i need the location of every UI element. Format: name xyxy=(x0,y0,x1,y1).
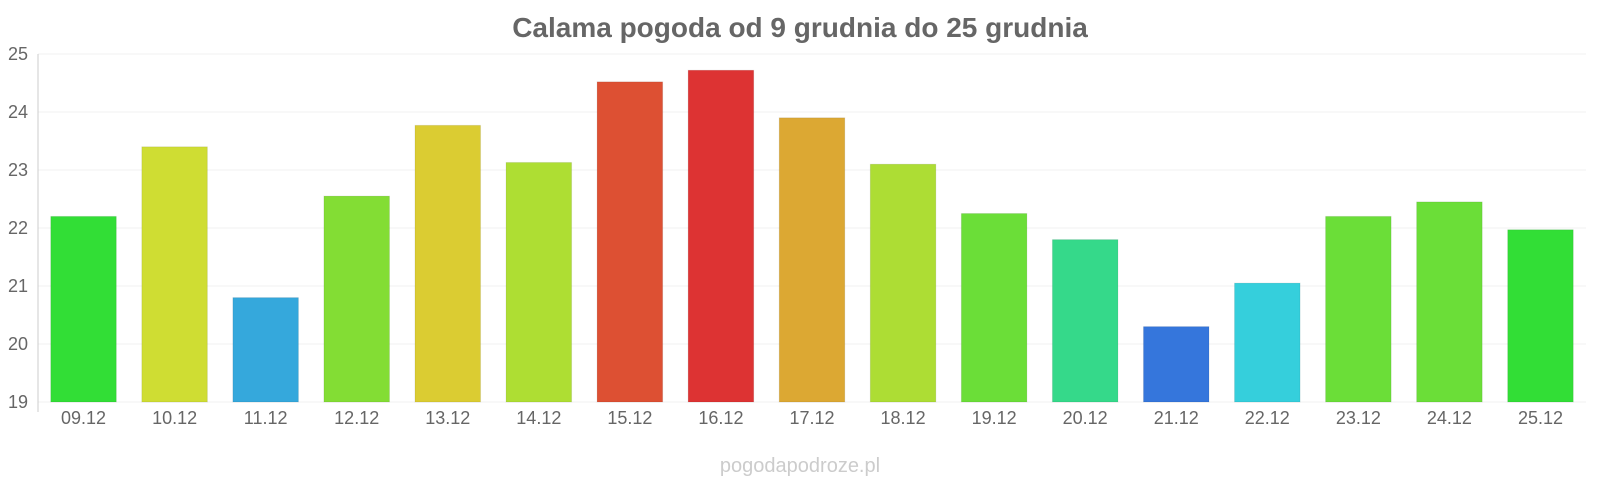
bars xyxy=(50,69,1574,403)
x-tick-label: 20.12 xyxy=(1063,408,1108,428)
x-tick-label: 15.12 xyxy=(607,408,652,428)
x-tick-label: 12.12 xyxy=(334,408,379,428)
x-tick-label: 14.12 xyxy=(516,408,561,428)
bar-11.12[interactable] xyxy=(232,297,299,403)
x-tick-label: 17.12 xyxy=(789,408,834,428)
x-tick-label: 13.12 xyxy=(425,408,470,428)
y-tick-label: 21 xyxy=(8,276,28,296)
bar-22.12[interactable] xyxy=(1234,282,1301,403)
bar-18.12[interactable] xyxy=(869,163,937,403)
x-tick-label: 25.12 xyxy=(1518,408,1563,428)
x-tick-label: 24.12 xyxy=(1427,408,1472,428)
watermark-text: pogodapodroze.pl xyxy=(720,455,880,477)
bar-13.12[interactable] xyxy=(414,124,482,403)
x-tick-label: 22.12 xyxy=(1245,408,1290,428)
y-tick-label: 24 xyxy=(8,102,28,122)
x-tick-label: 16.12 xyxy=(698,408,743,428)
x-tick-label: 09.12 xyxy=(61,408,106,428)
x-tick-label: 11.12 xyxy=(244,408,288,428)
bar-10.12[interactable] xyxy=(141,146,208,403)
x-tick-label: 21.12 xyxy=(1154,408,1199,428)
bar-25.12[interactable] xyxy=(1507,229,1574,403)
bar-19.12[interactable] xyxy=(960,213,1028,403)
bar-20.12[interactable] xyxy=(1051,239,1119,403)
x-tick-label: 18.12 xyxy=(881,408,926,428)
x-tick-label: 19.12 xyxy=(972,408,1017,428)
y-axis-ticks: 19 20 21 22 23 24 25 xyxy=(8,44,28,412)
x-tick-label: 23.12 xyxy=(1336,408,1381,428)
bar-23.12[interactable] xyxy=(1325,215,1392,403)
bar-24.12[interactable] xyxy=(1416,201,1483,403)
y-tick-label: 23 xyxy=(8,160,28,180)
y-tick-label: 20 xyxy=(8,334,28,354)
chart-title: Calama pogoda od 9 grudnia do 25 grudnia xyxy=(512,12,1088,43)
y-tick-label: 25 xyxy=(8,44,28,64)
bar-09.12[interactable] xyxy=(50,215,117,403)
x-axis-ticks: 09.12 10.12 11.12 12.12 13.12 14.12 15.12 16.12… xyxy=(61,408,1563,428)
y-tick-label: 22 xyxy=(8,218,28,238)
bar-14.12[interactable] xyxy=(505,161,573,403)
bar-15.12[interactable] xyxy=(596,81,664,403)
x-tick-label: 10.12 xyxy=(152,408,197,428)
y-tick-label: 19 xyxy=(8,392,28,412)
bar-16.12[interactable] xyxy=(687,69,755,403)
bar-17.12[interactable] xyxy=(778,117,846,403)
bar-21.12[interactable] xyxy=(1142,326,1210,403)
bar-12.12[interactable] xyxy=(323,195,390,403)
